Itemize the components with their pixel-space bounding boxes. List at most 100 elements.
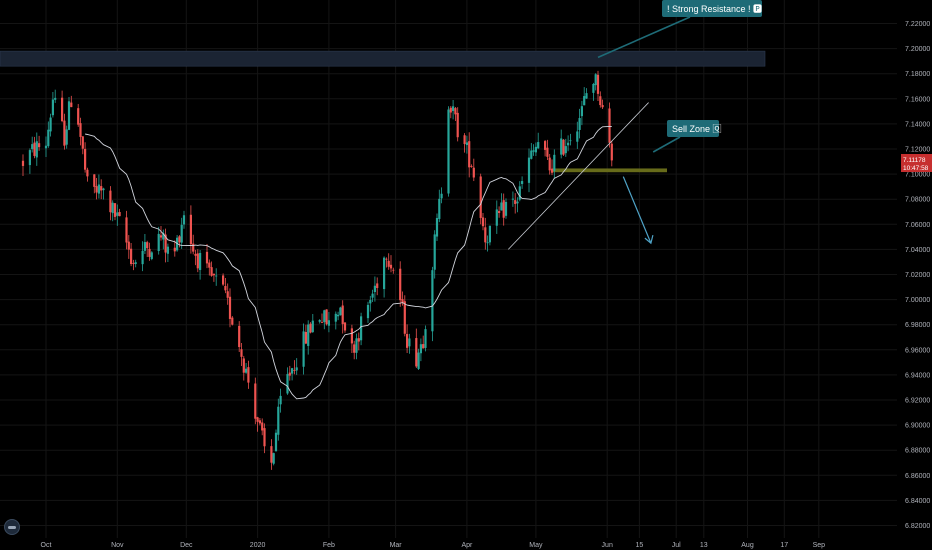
candle-body [146, 242, 149, 249]
x-tick-label: 17 [780, 542, 788, 549]
candle-body [166, 246, 169, 254]
drawings-layer [508, 16, 691, 250]
candle-body [366, 304, 370, 319]
candle-body [422, 344, 425, 349]
candle-body [452, 106, 455, 111]
candle-body [516, 201, 519, 204]
candle-body [424, 329, 427, 348]
price-tag-background [901, 154, 932, 172]
candle-body [511, 198, 514, 200]
candle-body [601, 105, 604, 108]
moving-average-layer [85, 125, 612, 400]
candle-body [100, 186, 103, 191]
sell-zone-callout[interactable]: Sell Zone 🅀 [667, 120, 722, 137]
y-tick-label: 6.92000 [905, 398, 930, 405]
price-axis[interactable]: 7.22000 7.20000 7.18000 7.16000 7.14000 7.120… [905, 21, 930, 530]
y-tick-label: 7.06000 [905, 222, 930, 229]
candle-body [580, 106, 583, 117]
candle-body [532, 150, 535, 152]
candle-body [385, 258, 388, 260]
candle-body [406, 334, 409, 348]
x-tick-label: Oct [41, 542, 52, 549]
candlestick-series [21, 70, 613, 470]
y-tick-label: 7.20000 [905, 46, 930, 53]
candle-body [33, 142, 36, 156]
y-tick-label: 7.14000 [905, 121, 930, 128]
candle-body [102, 188, 105, 191]
candle-body [309, 323, 312, 333]
candle-body [544, 141, 547, 150]
candle-body [311, 320, 314, 333]
candle-body [272, 453, 275, 464]
resistance-callout[interactable]: ! Strong Resistance ! 🅿 [662, 0, 762, 17]
tradingview-logo-icon[interactable] [4, 519, 20, 535]
y-tick-label: 7.00000 [905, 297, 930, 304]
candle-body [399, 268, 402, 301]
y-tick-label: 6.98000 [905, 322, 930, 329]
candle-body [560, 138, 563, 155]
x-tick-label: Apr [461, 542, 473, 549]
candle-body [79, 123, 82, 137]
candle-body [113, 203, 117, 217]
y-tick-label: 6.82000 [905, 523, 930, 530]
y-tick-label: 7.18000 [905, 71, 930, 78]
y-tick-label: 6.94000 [905, 372, 930, 379]
candle-body [35, 141, 38, 158]
y-tick-label: 6.86000 [905, 473, 930, 480]
candle-body [383, 257, 386, 290]
sell-zone-callout-pointer [652, 136, 681, 153]
x-tick-label: Feb [323, 542, 335, 549]
y-tick-label: 7.22000 [905, 21, 930, 28]
candle-body [465, 142, 468, 146]
candle-body [350, 328, 353, 344]
candle-body [81, 136, 84, 149]
candle-body [417, 352, 420, 369]
candle-body [502, 200, 505, 218]
candle-body [274, 432, 278, 452]
candle-body [564, 146, 567, 154]
candle-body [403, 301, 406, 334]
x-tick-label: May [529, 542, 543, 549]
current-price-tag: 7.11178 10:47:58 [901, 154, 932, 172]
candle-body [534, 146, 537, 153]
candle-body [500, 202, 503, 211]
candle-body [97, 184, 100, 194]
candle-body [355, 338, 358, 353]
x-tick-label: 2020 [250, 542, 266, 549]
sell-zone-callout-box [667, 120, 719, 137]
candle-body [210, 267, 213, 276]
candle-body [173, 247, 176, 252]
sma-line [85, 125, 612, 400]
candle-body [189, 214, 192, 245]
y-tick-label: 6.90000 [905, 423, 930, 430]
candle-body [118, 211, 121, 217]
candle-body [357, 338, 360, 342]
candle-body [376, 283, 379, 289]
resistance-callout-text: ! Strong Resistance ! 🅿 [667, 4, 762, 14]
candle-body [537, 142, 540, 149]
candle-body [205, 251, 209, 264]
candle-body [360, 316, 363, 341]
down-arrow-icon [622, 176, 652, 244]
candle-body [479, 176, 482, 218]
candle-body [373, 285, 376, 293]
candle-body [548, 157, 551, 171]
y-tick-label: 6.84000 [905, 498, 930, 505]
candle-body [141, 250, 144, 265]
x-tick-label: Aug [741, 542, 754, 549]
candle-body [247, 367, 250, 383]
y-tick-label: 6.88000 [905, 448, 930, 455]
candle-body [95, 186, 98, 193]
y-tick-label: 7.10000 [905, 172, 930, 179]
x-tick-label: 13 [700, 542, 708, 549]
candle-body [178, 236, 181, 243]
x-tick-label: Mar [390, 542, 403, 549]
candle-body [51, 99, 54, 116]
current-price-label: 7.11178 [903, 157, 926, 164]
candle-body [472, 167, 475, 178]
candle-body [263, 428, 266, 447]
time-axis[interactable]: Oct Nov Dec 2020 Feb Mar Apr May Jun 15 Jul 13 Aug 17… [41, 542, 826, 549]
candle-body [585, 93, 588, 99]
candle-body [433, 234, 436, 270]
